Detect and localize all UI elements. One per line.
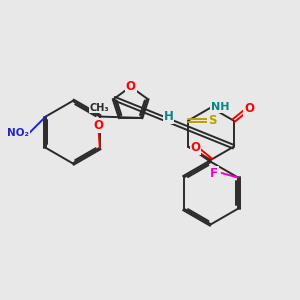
Text: O: O bbox=[244, 102, 254, 115]
Text: NH: NH bbox=[211, 103, 229, 112]
Text: O: O bbox=[93, 119, 103, 132]
Text: O: O bbox=[126, 80, 136, 93]
Text: NO₂: NO₂ bbox=[7, 128, 29, 138]
Text: S: S bbox=[208, 114, 216, 127]
Text: O: O bbox=[190, 141, 200, 154]
Text: CH₃: CH₃ bbox=[90, 103, 110, 112]
Text: H: H bbox=[164, 110, 173, 123]
Text: F: F bbox=[210, 167, 218, 179]
